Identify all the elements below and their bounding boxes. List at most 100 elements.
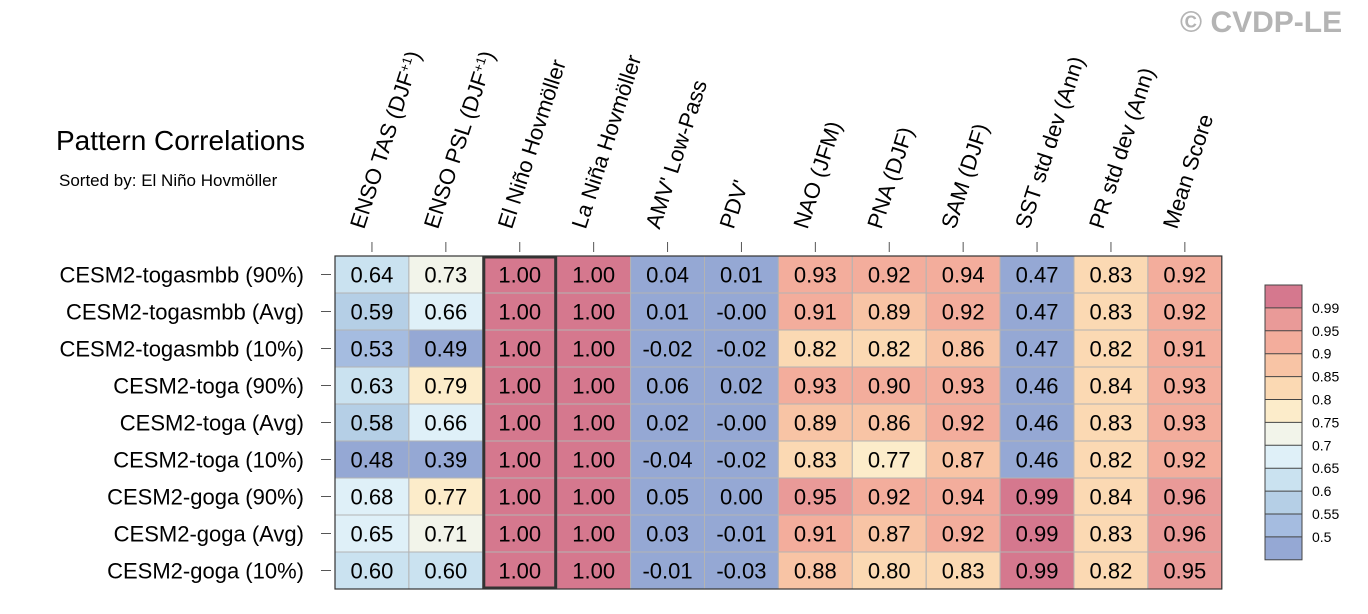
heatmap-cell: [999, 551, 1075, 590]
colorbar-label: 0.8: [1312, 392, 1332, 408]
colorbar-segment: [1265, 514, 1302, 537]
heatmap-cell: [1147, 514, 1223, 553]
heatmap-cell: [408, 366, 484, 405]
cell-value-label: 0.00: [720, 485, 763, 510]
heatmap-cell: [925, 440, 1001, 479]
cell-value-label: 0.94: [942, 485, 985, 510]
cell-value-label: 1.00: [498, 411, 541, 436]
cell-value-label: 0.83: [1090, 263, 1133, 288]
cell-value-label: 0.99: [1016, 522, 1059, 547]
heatmap-cell: [334, 403, 410, 442]
cell-value-label: 1.00: [572, 448, 615, 473]
heatmap-cell: [630, 403, 705, 442]
row-label: CESM2-toga (90%): [113, 374, 304, 399]
heatmap-cell: [1147, 255, 1223, 294]
colorbar-label: 0.7: [1312, 437, 1332, 453]
cell-value-label: 1.00: [498, 485, 541, 510]
heatmap-cell: [777, 440, 853, 479]
cell-value-label: 1.00: [572, 300, 615, 325]
colorbar-segment: [1265, 330, 1302, 354]
cell-value-label: 0.68: [351, 485, 394, 510]
cell-value-label: 0.84: [1090, 374, 1133, 399]
heatmap-cell: [334, 551, 410, 590]
heatmap-cell: [999, 366, 1075, 405]
cell-value-label: 0.92: [868, 485, 911, 510]
heatmap-cell: [999, 514, 1075, 553]
cell-value-label: 0.71: [424, 522, 467, 547]
colorbar-label: 0.85: [1312, 369, 1339, 385]
colorbar-label: 0.6: [1312, 483, 1332, 499]
cell-value-label: -0.02: [716, 337, 766, 362]
heatmap-cell: [408, 255, 484, 294]
cell-value-label: 0.73: [424, 263, 467, 288]
cell-value-label: 0.91: [794, 522, 837, 547]
cell-value-label: 1.00: [498, 522, 541, 547]
cell-value-label: 0.96: [1163, 485, 1206, 510]
row-label: CESM2-toga (Avg): [120, 411, 304, 436]
colorbar-segment: [1265, 285, 1302, 308]
cell-value-label: 0.04: [646, 263, 689, 288]
cell-value-label: -0.03: [716, 559, 766, 584]
heatmap-cell: [1147, 551, 1223, 590]
cell-value-label: 1.00: [498, 448, 541, 473]
heatmap-cell: [925, 292, 1001, 331]
heatmap-cell: [1073, 403, 1149, 442]
heatmap-cell: [851, 514, 927, 553]
cell-value-label: 0.49: [424, 337, 467, 362]
cell-value-label: -0.02: [716, 448, 766, 473]
grid-border: [334, 255, 1223, 590]
column-label: ENSO TAS (DJF+1): [345, 48, 426, 232]
colorbar-label: 0.99: [1312, 300, 1339, 316]
heatmap-cell: [630, 514, 705, 553]
cell-value-label: 0.99: [1016, 485, 1059, 510]
cell-value-label: 0.87: [942, 448, 985, 473]
cell-value-label: 1.00: [572, 522, 615, 547]
cell-value-label: 0.02: [646, 411, 689, 436]
cell-value-label: 0.53: [351, 337, 394, 362]
heatmap-cell: [851, 255, 927, 294]
heatmap-cell: [334, 366, 410, 405]
heatmap-cell: [1073, 551, 1149, 590]
heatmap-cell: [704, 366, 779, 405]
heatmap-cell: [408, 440, 484, 479]
colorbar-label: 0.95: [1312, 323, 1339, 339]
cell-value-label: -0.04: [642, 448, 692, 473]
cell-value-label: 0.59: [351, 300, 394, 325]
cell-value-label: 1.00: [498, 300, 541, 325]
heatmap-cell: [851, 551, 927, 590]
cell-value-label: 0.93: [794, 374, 837, 399]
cell-value-label: 0.03: [646, 522, 689, 547]
colorbar-segment: [1265, 536, 1302, 560]
cell-value-label: 0.39: [424, 448, 467, 473]
cell-value-label: -0.00: [716, 300, 766, 325]
cell-value-label: 0.82: [1090, 337, 1133, 362]
heatmap-cell: [1147, 403, 1223, 442]
cell-value-label: 0.89: [794, 411, 837, 436]
cell-value-label: 0.95: [794, 485, 837, 510]
cell-value-label: 0.83: [794, 448, 837, 473]
cell-value-label: 0.58: [351, 411, 394, 436]
cell-value-label: 0.47: [1016, 263, 1059, 288]
cell-value-label: 0.93: [1163, 411, 1206, 436]
column-label: La Niña Hovmöller: [567, 52, 647, 232]
heatmap-cell: [777, 292, 853, 331]
heatmap-cell: [851, 440, 927, 479]
cell-value-label: 0.94: [942, 263, 985, 288]
cell-value-label: 0.47: [1016, 300, 1059, 325]
heatmap-cell: [704, 292, 779, 331]
heatmap-cell: [334, 329, 410, 368]
cell-value-label: 0.77: [868, 448, 911, 473]
cell-value-label: 0.02: [720, 374, 763, 399]
cell-value-label: 0.86: [868, 411, 911, 436]
cell-value-label: 0.63: [351, 374, 394, 399]
row-label: CESM2-goga (90%): [107, 485, 304, 510]
heatmap-cell: [999, 403, 1075, 442]
cell-value-label: 0.92: [942, 522, 985, 547]
heatmap-cell: [777, 366, 853, 405]
colorbar-label: 0.9: [1312, 346, 1332, 362]
heatmap-cell: [1073, 255, 1149, 294]
cell-value-label: 0.92: [1163, 448, 1206, 473]
colorbar-segment: [1265, 491, 1302, 514]
heatmap-cell: [334, 440, 410, 479]
